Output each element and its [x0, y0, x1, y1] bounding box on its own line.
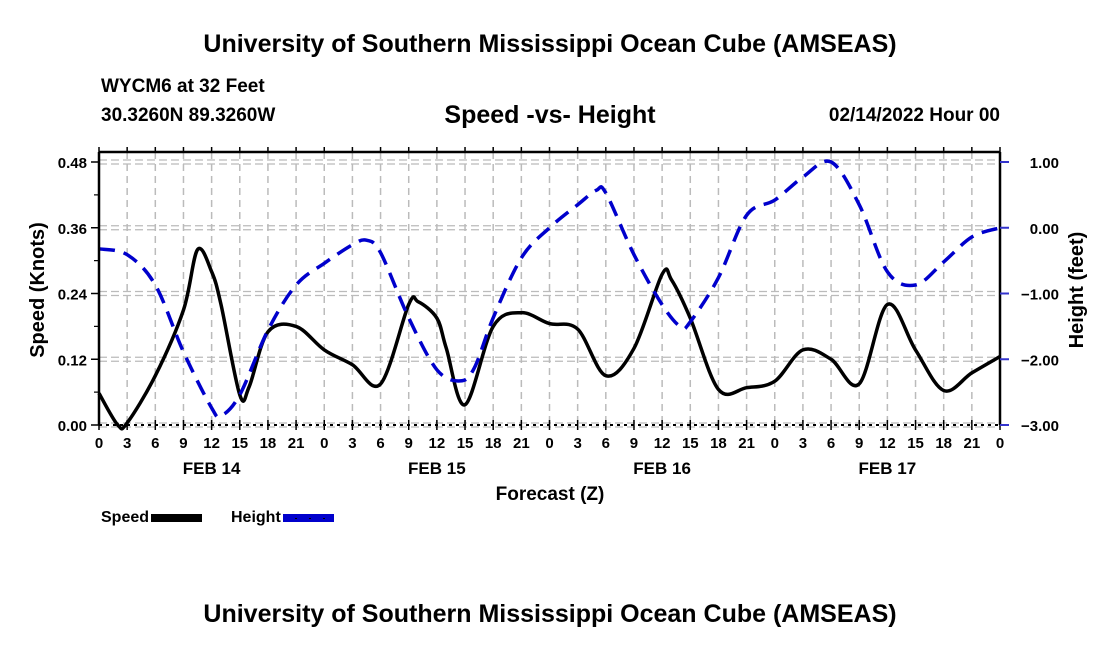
- y-tick-label: 0.48: [58, 155, 87, 172]
- x-axis-label: Forecast (Z): [496, 484, 605, 505]
- x-tick-label: 21: [288, 435, 305, 452]
- x-tick-label: 0: [320, 435, 328, 452]
- x-tick-label: 6: [376, 435, 384, 452]
- x-tick-label: 6: [602, 435, 610, 452]
- x-tick-label: 18: [485, 435, 502, 452]
- legend-item-height: Height: [231, 509, 334, 527]
- x-tick-label: 3: [348, 435, 356, 452]
- x-tick-label: 15: [231, 435, 248, 452]
- x-tick-label: 12: [203, 435, 220, 452]
- x-tick-label: 0: [996, 435, 1004, 452]
- legend-label-speed: Speed: [101, 509, 150, 526]
- x-tick-label: 6: [151, 435, 159, 452]
- legend-swatch-speed: [151, 514, 203, 522]
- x-tick-label: 9: [405, 435, 413, 452]
- chart-subtitle: Speed -vs- Height: [444, 101, 656, 129]
- x-tick-label: 9: [179, 435, 187, 452]
- y2-tick-label: 1.00: [1030, 155, 1059, 172]
- x-tick-label: 3: [573, 435, 581, 452]
- y2-tick-label: 0.00: [1030, 221, 1059, 238]
- x-tick-label: 0: [771, 435, 779, 452]
- x-tick-label: 15: [907, 435, 924, 452]
- x-tick-label: 18: [935, 435, 952, 452]
- x-tick-label: 9: [855, 435, 863, 452]
- y-tick-label: 0.36: [58, 221, 87, 238]
- footer-title: University of Southern Mississippi Ocean…: [203, 600, 897, 628]
- y-tick-label: 0.24: [58, 287, 88, 304]
- y2-axis-label: Height (feet): [1066, 232, 1088, 349]
- x-tick-label: 15: [682, 435, 699, 452]
- series-layer: [97, 159, 1001, 431]
- legend-label-height: Height: [231, 509, 281, 526]
- y-tick-label: 0.00: [58, 418, 87, 435]
- y-axis-label: Speed (Knots): [27, 222, 49, 358]
- x-tick-label: 0: [545, 435, 553, 452]
- main-title: University of Southern Mississippi Ocean…: [203, 30, 897, 58]
- x-tick-label: 21: [513, 435, 530, 452]
- x-tick-label: 12: [654, 435, 671, 452]
- x-tick-label: 12: [879, 435, 896, 452]
- series-line-speed: [97, 246, 1001, 431]
- station-label: WYCM6 at 32 Feet: [101, 76, 265, 97]
- legend-item-speed: Speed: [101, 509, 203, 527]
- day-label: FEB 15: [408, 459, 466, 478]
- x-tick-label: 0: [95, 435, 103, 452]
- x-tick-label: 3: [123, 435, 131, 452]
- y-tick-label: 0.12: [58, 352, 87, 369]
- x-tick-label: 3: [799, 435, 807, 452]
- coordinates-label: 30.3260N 89.3260W: [101, 105, 276, 126]
- y2-tick-label: −3.00: [1021, 418, 1059, 435]
- x-tick-label: 12: [429, 435, 446, 452]
- axes: 0 3 6 9 12 15 18 21 0 3 6 9 12 15 18 21 0 3 6 9 12 15 18 21 0 3 6 9…: [58, 147, 1059, 478]
- x-tick-label: 9: [630, 435, 638, 452]
- y2-tick-label: −2.00: [1021, 352, 1059, 369]
- grid: [99, 152, 1000, 428]
- y2-tick-label: −1.00: [1021, 287, 1059, 304]
- x-tick-label: 15: [457, 435, 474, 452]
- day-label: FEB 14: [183, 459, 241, 478]
- legend-swatch-height: [282, 514, 334, 522]
- x-tick-label: 6: [827, 435, 835, 452]
- day-label: FEB 16: [633, 459, 691, 478]
- x-tick-label: 21: [738, 435, 755, 452]
- series-line-height: [98, 159, 1001, 419]
- x-tick-label: 18: [260, 435, 277, 452]
- x-tick-label: 21: [964, 435, 981, 452]
- x-tick-label: 18: [710, 435, 727, 452]
- day-label: FEB 17: [859, 459, 917, 478]
- forecast-datetime: 02/14/2022 Hour 00: [828, 105, 1000, 126]
